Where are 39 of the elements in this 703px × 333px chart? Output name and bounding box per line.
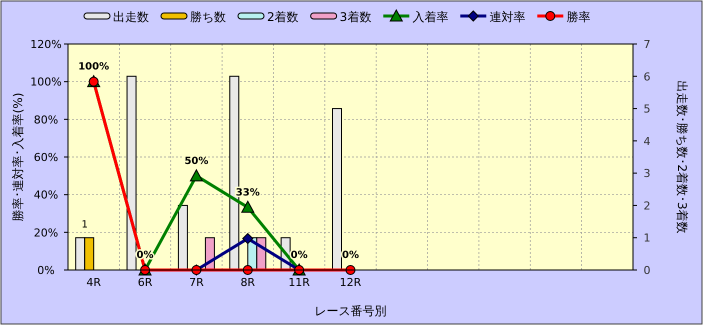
data-label: 50% (184, 156, 208, 167)
point (242, 233, 254, 244)
y2-tick-label: 5 (644, 102, 650, 116)
legend-label: 入着率 (412, 10, 448, 24)
y2-tick-label: 0 (644, 264, 650, 277)
data-label: 100% (78, 62, 110, 73)
x-tick-label: 12R (340, 276, 362, 289)
point (190, 169, 203, 182)
data-label: 0% (290, 250, 308, 261)
y2-tick-label: 3 (644, 167, 650, 180)
y2-axis-title: 出走数･勝ち数･2着数･3着数 (675, 80, 689, 234)
data-label: 1 (81, 220, 88, 231)
x-tick-label: 7R (189, 276, 204, 289)
y-tick-label: 0% (37, 264, 55, 277)
y-tick-label: 20% (34, 226, 58, 240)
y2-tick-label: 6 (644, 70, 650, 84)
x-tick-label: 8R (240, 276, 256, 289)
y-tick-label: 80% (34, 113, 58, 126)
y2-tick-label: 4 (644, 134, 650, 148)
point (241, 200, 254, 213)
y-axis-title: 勝率･連対率･入着率(%) (11, 92, 25, 222)
y-tick-label: 60% (34, 151, 58, 164)
x-axis-title: レース番号別 (314, 304, 386, 318)
legend-label: 2着数 (267, 10, 299, 24)
y2-tick-label: 1 (644, 232, 650, 245)
y-tick-label: 40% (34, 188, 58, 202)
y2-tick-label: 2 (644, 199, 650, 212)
legend-label: 出走数 (113, 10, 149, 24)
x-tick-label: 11R (288, 276, 310, 289)
legend-label: 勝ち数 (190, 10, 226, 24)
x-tick-label: 6R (138, 276, 153, 289)
y-tick-label: 120% (30, 38, 62, 51)
x-tick-label: 4R (86, 276, 102, 289)
y-tick-label: 100% (30, 76, 62, 89)
data-label: 0% (342, 250, 359, 261)
legend-label: 勝率 (566, 10, 590, 24)
legend-label: 連対率 (489, 10, 526, 24)
legend-label: 3着数 (340, 10, 372, 24)
y2-tick-label: 7 (644, 38, 650, 51)
